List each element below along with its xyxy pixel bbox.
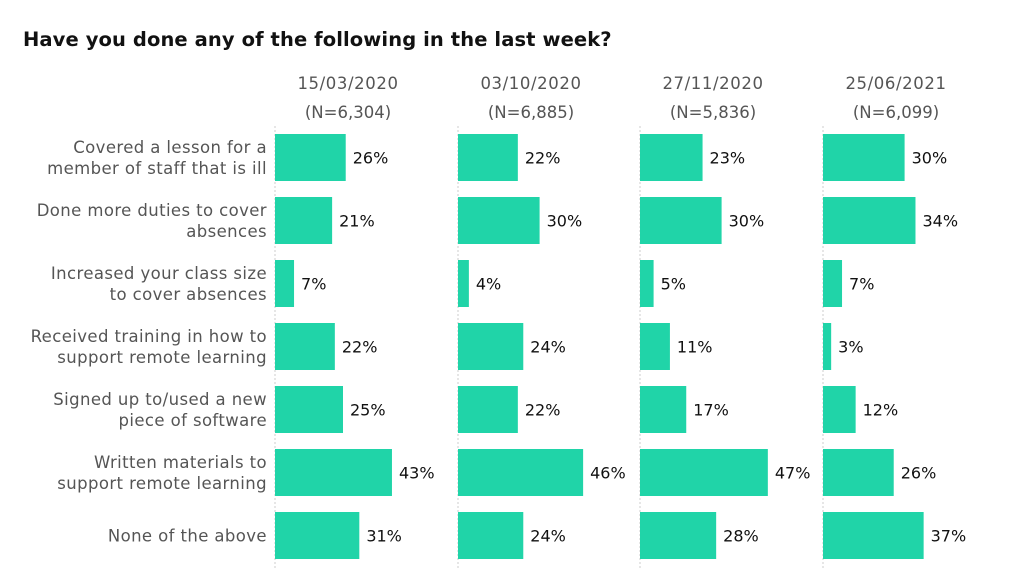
bar [275,512,360,559]
bar [458,386,518,433]
category-label: None of the above [108,527,267,546]
category-label: support remote learning [57,348,267,367]
data-label: 25% [350,401,386,420]
category-label: Written materials to [94,453,267,472]
bar [458,512,524,559]
category-label: Covered a lesson for a [73,138,267,157]
bar [823,512,924,559]
data-label: 17% [693,401,729,420]
data-label: 5% [661,275,686,294]
bar [458,197,540,244]
bar [275,260,295,307]
column-sample-size: (N=5,836) [670,103,756,122]
bar [640,386,687,433]
data-label: 26% [901,464,937,483]
data-label: 24% [530,527,566,546]
data-label: 43% [399,464,435,483]
bar [823,323,832,370]
data-label: 30% [912,149,948,168]
category-label: piece of software [119,411,267,430]
column-date-header: 25/06/2021 [845,74,946,93]
data-label: 21% [339,212,375,231]
data-label: 30% [547,212,583,231]
data-label: 22% [342,338,378,357]
data-label: 12% [863,401,899,420]
bar [823,449,894,496]
data-label: 31% [366,527,402,546]
data-label: 26% [353,149,389,168]
data-label: 7% [849,275,874,294]
category-label: absences [186,222,267,241]
category-label: support remote learning [57,474,267,493]
column-date-header: 15/03/2020 [297,74,398,93]
bar [275,323,335,370]
data-label: 34% [922,212,958,231]
bar [640,512,717,559]
bar [275,134,346,181]
column-sample-size: (N=6,099) [853,103,939,122]
category-label: Received training in how to [31,327,267,346]
data-label: 23% [710,149,746,168]
bar [823,134,905,181]
data-label: 28% [723,527,759,546]
data-label: 24% [530,338,566,357]
bar [823,386,856,433]
column-date-header: 27/11/2020 [662,74,763,93]
bar [458,134,518,181]
bar [823,197,916,244]
data-label: 22% [525,149,561,168]
bar [640,323,670,370]
bar [823,260,843,307]
column-date-header: 03/10/2020 [480,74,581,93]
category-label: member of staff that is ill [47,159,267,178]
data-label: 7% [301,275,326,294]
bar [640,134,703,181]
bar [275,386,343,433]
bar [458,449,584,496]
bar [640,260,654,307]
category-label: Signed up to/used a new [53,390,267,409]
data-label: 46% [590,464,626,483]
bar [275,449,392,496]
data-label: 4% [476,275,501,294]
column-sample-size: (N=6,885) [488,103,574,122]
data-label: 3% [838,338,863,357]
category-label: Increased your class size [51,264,267,283]
category-label: Done more duties to cover [37,201,267,220]
data-label: 47% [775,464,811,483]
bar [640,197,722,244]
column-sample-size: (N=6,304) [305,103,391,122]
bar [275,197,333,244]
category-label: to cover absences [110,285,267,304]
data-label: 11% [677,338,713,357]
bar [458,323,524,370]
chart-title: Have you done any of the following in th… [23,28,612,51]
data-label: 37% [931,527,967,546]
data-label: 30% [729,212,765,231]
bar [640,449,768,496]
data-label: 22% [525,401,561,420]
bar [458,260,469,307]
